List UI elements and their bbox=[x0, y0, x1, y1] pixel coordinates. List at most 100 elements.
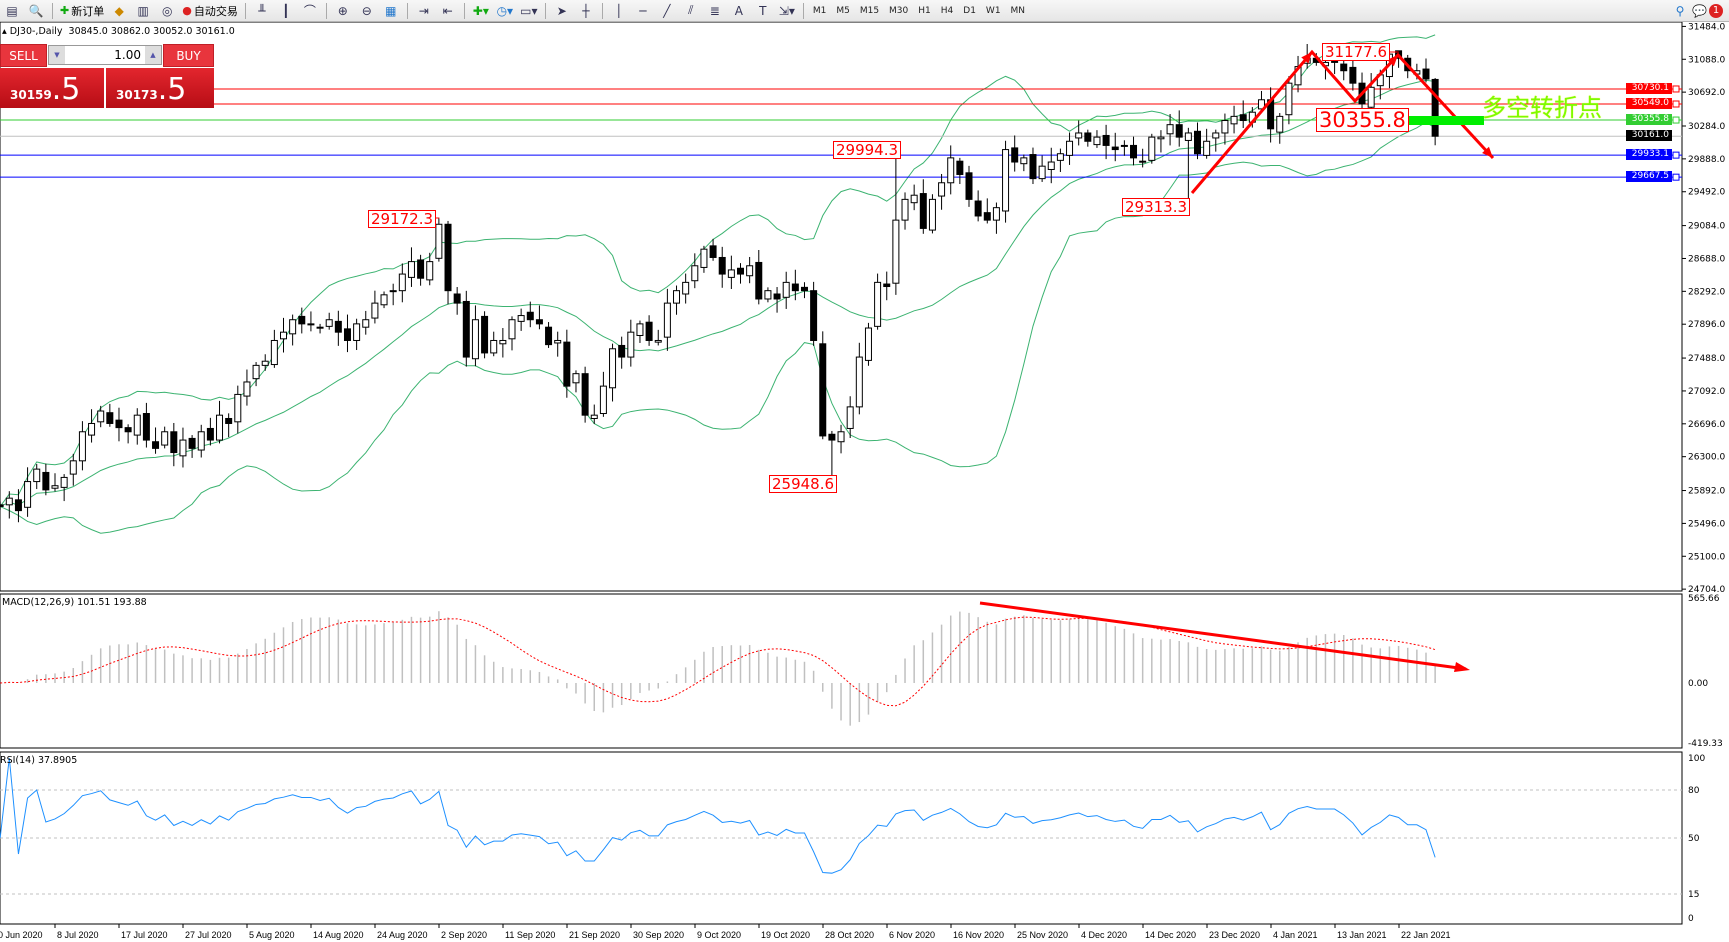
text-label-icon[interactable]: T bbox=[759, 3, 767, 18]
bollinger-lower bbox=[0, 121, 1436, 534]
date-tick-label: 22 Jan 2021 bbox=[1401, 930, 1451, 940]
macd-axis-label: -419.33 bbox=[1688, 739, 1723, 749]
price-label-30355[interactable]: 30355.8 bbox=[1316, 108, 1409, 132]
timeframe-mn[interactable]: MN bbox=[1010, 5, 1026, 16]
candle bbox=[1130, 144, 1138, 159]
metaeditor-icon[interactable]: ◆ bbox=[114, 3, 124, 18]
price-tick-label: 30284.0 bbox=[1688, 122, 1725, 132]
timeframe-m15[interactable]: M15 bbox=[859, 5, 880, 16]
candle bbox=[133, 414, 141, 436]
candle bbox=[444, 223, 452, 292]
price-label-29313[interactable]: 29313.3 bbox=[1122, 198, 1191, 216]
candlestick-icon[interactable]: ┃ bbox=[282, 3, 290, 18]
notifications-button[interactable]: 💬 1 bbox=[1692, 3, 1723, 18]
cursor-icon[interactable]: ➤ bbox=[556, 3, 567, 18]
line-handle bbox=[1672, 116, 1680, 124]
increase-lot-button[interactable]: ▲ bbox=[145, 46, 161, 64]
price-label-29172[interactable]: 29172.3 bbox=[368, 210, 437, 228]
trendline-icon[interactable]: ╱ bbox=[663, 3, 671, 18]
symbol-title: DJ30-,Daily bbox=[9, 26, 63, 37]
sell-price-button[interactable]: 30159.5 bbox=[0, 68, 104, 108]
search-icon[interactable]: ⚲ bbox=[1675, 3, 1685, 18]
new-chart-icon[interactable]: ▤ bbox=[6, 3, 18, 18]
timeframe-m30[interactable]: M30 bbox=[889, 5, 909, 16]
price-label-29994[interactable]: 29994.3 bbox=[833, 141, 902, 159]
candle bbox=[764, 290, 772, 300]
chart-shift-icon[interactable]: ⇤ bbox=[442, 3, 453, 18]
arrowhead-icon bbox=[1482, 146, 1493, 158]
buy-button[interactable]: BUY bbox=[163, 44, 214, 67]
auto-trading-button[interactable]: ● 自动交易 bbox=[179, 3, 241, 19]
price-label-31177[interactable]: 31177.6 bbox=[1322, 43, 1391, 61]
periods-icon[interactable]: ◷▾ bbox=[496, 3, 514, 18]
candle bbox=[855, 356, 863, 408]
candle bbox=[24, 481, 32, 508]
zoom-profile-icon[interactable]: 🔍 bbox=[28, 3, 44, 18]
buy-price-button[interactable]: 30173.5 bbox=[106, 68, 214, 108]
vertical-line-icon[interactable]: │ bbox=[615, 3, 623, 18]
new-order-button[interactable]: ✚ 新订单 bbox=[57, 3, 107, 19]
rsi-axis-label: 100 bbox=[1688, 754, 1705, 764]
autoscroll-icon[interactable]: ⇥ bbox=[418, 3, 429, 18]
crosshair-icon[interactable]: ┼ bbox=[582, 3, 590, 18]
macd-panel bbox=[0, 601, 1470, 726]
market-icon[interactable]: ▥ bbox=[137, 3, 149, 18]
decrease-lot-button[interactable]: ▼ bbox=[49, 46, 65, 64]
tile-windows-icon[interactable]: ▦ bbox=[385, 3, 397, 18]
date-tick-label: 14 Aug 2020 bbox=[313, 930, 364, 940]
signals-icon[interactable]: ◎ bbox=[161, 3, 173, 18]
candle bbox=[618, 344, 626, 358]
candle bbox=[1349, 66, 1357, 84]
price-label-25948[interactable]: 25948.6 bbox=[769, 475, 838, 493]
candle bbox=[718, 256, 726, 275]
fibonacci-icon[interactable]: ≣ bbox=[709, 3, 720, 18]
timeframe-h4[interactable]: H4 bbox=[940, 5, 954, 16]
indicators-icon[interactable]: ✚▾ bbox=[472, 3, 489, 18]
candle bbox=[700, 248, 708, 268]
price-tick-label: 28688.0 bbox=[1688, 254, 1725, 264]
rsi-panel bbox=[0, 757, 1682, 895]
lot-size-input[interactable]: 1.00 bbox=[114, 48, 141, 62]
candle bbox=[0, 504, 4, 507]
zoom-out-icon[interactable]: ⊖ bbox=[361, 3, 372, 18]
candle bbox=[682, 281, 690, 295]
timeframe-m1[interactable]: M1 bbox=[812, 5, 827, 16]
arrowhead-icon bbox=[1387, 55, 1398, 67]
equidistant-channel-icon[interactable]: ⫽ bbox=[688, 3, 694, 17]
timeframe-d1[interactable]: D1 bbox=[963, 5, 976, 16]
text-icon[interactable]: A bbox=[734, 3, 743, 18]
sell-button[interactable]: SELL bbox=[0, 44, 47, 67]
candle bbox=[97, 410, 105, 423]
candle bbox=[462, 300, 470, 358]
candle bbox=[874, 281, 882, 327]
bar-chart-icon[interactable]: ╨ bbox=[258, 3, 266, 18]
arrows-icon[interactable]: ⇲▾ bbox=[778, 3, 795, 18]
macd-panel-frame bbox=[0, 593, 1683, 749]
candle bbox=[965, 172, 973, 200]
candles bbox=[0, 43, 1439, 523]
horizontal-line-icon[interactable]: ─ bbox=[639, 3, 647, 18]
price-line-label: 29933.1 bbox=[1626, 149, 1672, 161]
candle bbox=[992, 207, 1000, 221]
divider bbox=[601, 2, 603, 19]
arrowhead-icon bbox=[1454, 662, 1470, 672]
bull-bear-turning-point-text[interactable]: 多空转折点 bbox=[1482, 94, 1602, 122]
candle bbox=[289, 319, 297, 335]
timeframe-m5[interactable]: M5 bbox=[836, 5, 850, 16]
candle bbox=[243, 381, 251, 397]
sell-price-fraction: .5 bbox=[51, 72, 81, 107]
macd-legend: MACD(12,26,9) 101.51 193.88 bbox=[2, 597, 147, 608]
candle bbox=[69, 460, 77, 475]
timeframe-w1[interactable]: W1 bbox=[985, 5, 1001, 16]
line-handle bbox=[1672, 85, 1680, 93]
candle bbox=[1020, 157, 1028, 165]
candle bbox=[1422, 68, 1430, 80]
divider bbox=[463, 2, 465, 19]
lot-size-stepper[interactable]: ▼ 1.00 ▲ bbox=[48, 45, 162, 65]
templates-icon[interactable]: ▭▾ bbox=[520, 3, 538, 18]
divider bbox=[325, 2, 327, 19]
timeframe-h1[interactable]: H1 bbox=[918, 5, 931, 16]
line-chart-icon[interactable]: ⌒ bbox=[303, 4, 316, 18]
zoom-in-icon[interactable]: ⊕ bbox=[337, 3, 348, 18]
price-tick-label: 29084.0 bbox=[1688, 222, 1725, 232]
